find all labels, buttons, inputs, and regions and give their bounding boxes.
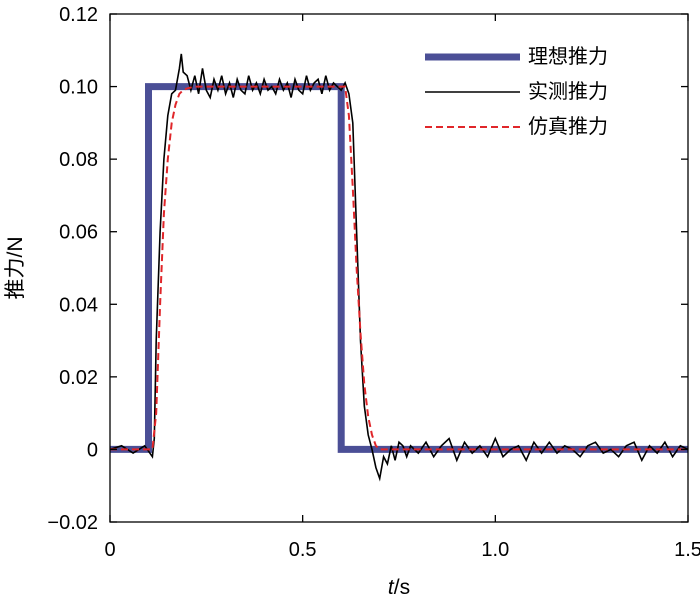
x-axis-title: t/s	[388, 576, 410, 599]
y-tick-label: 0.08	[59, 149, 98, 171]
tick-layer: 0 0.5 1.0 1.5 −0.02 0 0.02 0.04 0.06 0.08 0.10 0.12	[47, 4, 700, 561]
y-tick-label: 0	[87, 439, 98, 461]
series-line-1	[110, 83, 688, 453]
x-axis-variable: t	[388, 576, 395, 599]
x-tick-label: 1.0	[481, 539, 509, 561]
y-axis-title: 推力/N	[4, 237, 27, 300]
x-tick-label: 0	[104, 539, 115, 561]
y-tick-label: 0.02	[59, 367, 98, 389]
plot-frame	[109, 13, 689, 523]
x-tick-label: 0.5	[289, 539, 317, 561]
series-line-2	[109, 53, 689, 482]
series-line-3	[110, 85, 688, 451]
legend-label-2: 实测推力	[528, 79, 608, 103]
x-axis-unit: /s	[394, 576, 410, 599]
y-tick-label: 0.12	[59, 4, 98, 26]
y-tick-label: 0.06	[59, 222, 98, 244]
x-tick-label: 1.5	[674, 539, 700, 561]
series-layer	[109, 53, 689, 482]
y-tick-label: 0.10	[59, 77, 98, 99]
y-tick-label: 0.04	[59, 294, 98, 316]
legend-label-1: 理想推力	[528, 44, 608, 68]
legend-label-3: 仿真推力	[528, 114, 608, 138]
y-tick-label: −0.02	[47, 512, 98, 534]
